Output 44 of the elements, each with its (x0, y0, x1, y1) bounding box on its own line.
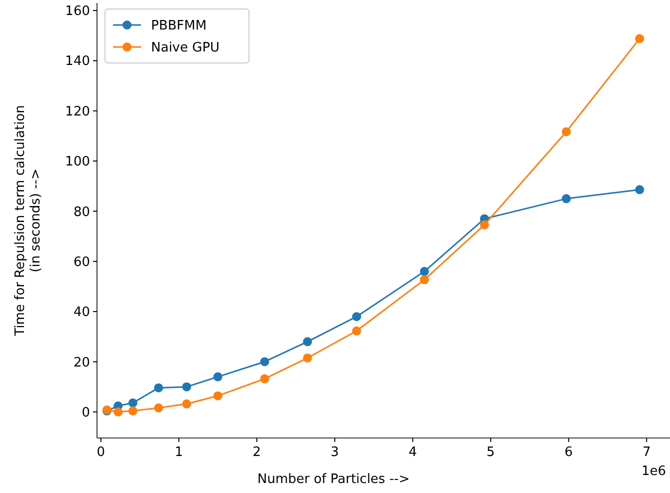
point (182, 382, 192, 392)
point (562, 194, 571, 204)
point (213, 372, 222, 382)
text: 1e6 (641, 464, 666, 479)
legend-label: PBBFMM (151, 18, 207, 34)
x-axis-title: Number of Particles --> (257, 472, 410, 487)
point (420, 275, 429, 284)
legend-label: Naive GPU (151, 40, 220, 56)
point (352, 312, 362, 322)
point (480, 220, 489, 230)
point (420, 266, 429, 276)
point (302, 337, 312, 346)
x-tick-label: 4 (408, 445, 417, 460)
y-tick-label: 0 (82, 405, 90, 420)
point (260, 357, 270, 366)
point (635, 185, 644, 194)
point (154, 403, 164, 412)
point (635, 34, 644, 44)
y-tick-label: 160 (65, 4, 90, 20)
x-tick-label: 0 (96, 445, 106, 460)
x-tick-label: 3 (330, 445, 339, 460)
x-tick-label: 6 (564, 445, 573, 460)
x-tick-label: 5 (486, 445, 495, 460)
x-tick-label: 2 (252, 445, 261, 460)
point (114, 407, 123, 416)
y-tick-label: 140 (65, 54, 90, 70)
point (260, 374, 270, 384)
y-axis-title: Time for Repulsion term calculation (in seconds) --> (13, 105, 44, 337)
y-tick-label: 80 (73, 204, 90, 220)
point (562, 127, 571, 136)
point (182, 399, 192, 408)
x-tick-label: 7 (642, 445, 651, 460)
y-tick-label: 40 (73, 305, 90, 320)
point (302, 353, 312, 362)
point (128, 398, 138, 408)
point (154, 383, 164, 392)
point (352, 326, 362, 336)
y-tick-label: 100 (65, 154, 90, 170)
point (128, 406, 138, 416)
x-tick-label: 1 (174, 445, 183, 460)
y-tick-label: 60 (73, 254, 90, 270)
y-tick-label: 20 (73, 355, 90, 370)
point (213, 391, 222, 400)
y-tick-label: 120 (65, 104, 90, 120)
